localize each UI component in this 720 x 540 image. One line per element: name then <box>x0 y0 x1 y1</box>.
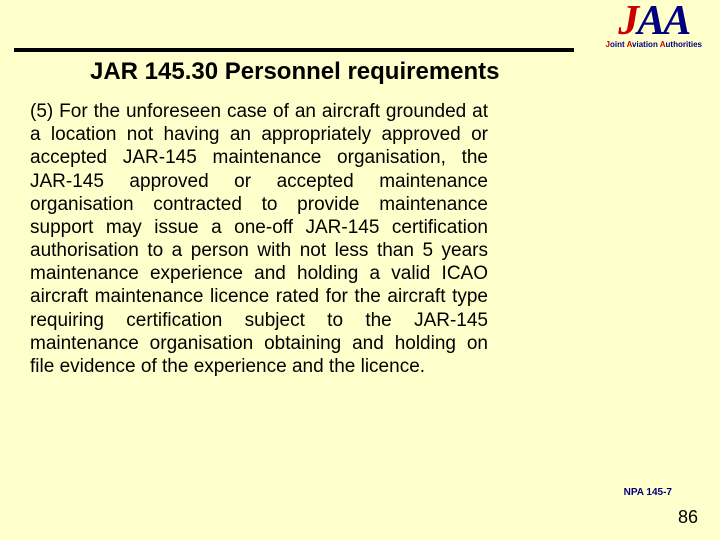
page-number: 86 <box>678 507 698 528</box>
body-paragraph: (5) For the unforeseen case of an aircra… <box>30 100 488 378</box>
npa-reference: NPA 145-7 <box>624 487 672 498</box>
header-divider <box>14 48 574 52</box>
logo-j: J <box>618 0 637 44</box>
logo-main: JAA <box>606 4 702 40</box>
logo: JAA Joint Aviation Authorities <box>606 4 702 49</box>
page-title: JAR 145.30 Personnel requirements <box>90 58 500 86</box>
logo-subtitle: Joint Aviation Authorities <box>606 40 702 49</box>
logo-aa: AA <box>637 0 689 44</box>
